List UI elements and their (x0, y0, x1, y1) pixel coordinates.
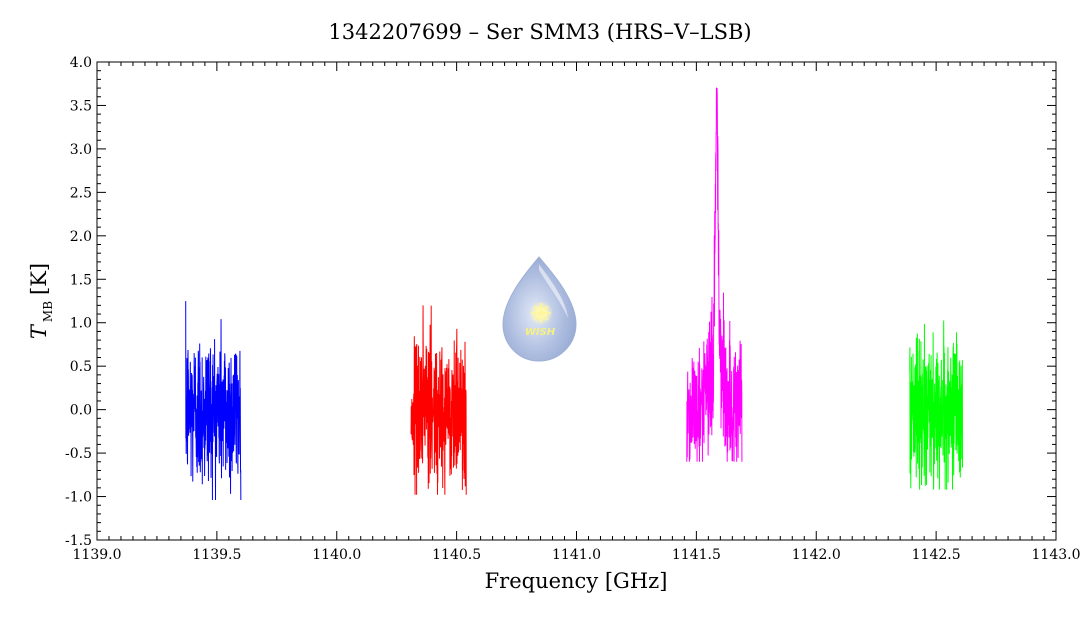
series-1-line (185, 301, 242, 501)
x-tick-label: 1139.5 (192, 547, 241, 563)
y-tick-label: 1.5 (70, 272, 92, 288)
y-tick-label: 4.0 (70, 55, 92, 71)
chart-title: 1342207699 – Ser SMM3 (HRS–V–LSB) (328, 20, 751, 44)
y-tick-label: 2.0 (70, 229, 92, 245)
y-tick-label: -1.5 (65, 533, 92, 549)
x-tick-label: 1140.0 (312, 547, 361, 563)
y-tick-label: -0.5 (65, 446, 92, 462)
x-axis-label: Frequency [GHz] (485, 569, 668, 593)
x-tick-label: 1140.5 (432, 547, 481, 563)
y-tick-label: 2.5 (70, 185, 92, 201)
logo-text: WISH (525, 327, 556, 338)
star-icon (531, 303, 551, 323)
y-tick-label: 3.0 (70, 142, 92, 158)
y-tick-label: 3.5 (70, 98, 92, 114)
y-tick-label: 0.5 (70, 359, 92, 375)
x-tick-label: 1143.0 (1032, 547, 1080, 563)
x-tick-label: 1139.0 (73, 547, 122, 563)
x-tick-label: 1142.5 (912, 547, 961, 563)
y-axis-label-sub: MB (41, 301, 55, 322)
series-3-line (686, 87, 743, 462)
y-tick-label: -1.0 (65, 490, 92, 506)
series-2-line (410, 305, 467, 495)
y-axis-label-main: T (27, 323, 51, 339)
series-4-line (909, 320, 963, 490)
wish-logo: WISH (502, 256, 577, 362)
y-tick-label: 1.0 (70, 316, 92, 332)
y-tick-label: 0.0 (70, 403, 92, 419)
x-tick-label: 1141.0 (552, 547, 601, 563)
y-axis-label-unit: [K] (27, 263, 51, 295)
x-tick-label: 1141.5 (672, 547, 721, 563)
series-layer (185, 87, 963, 501)
x-tick-label: 1142.0 (792, 547, 841, 563)
tick-layer: 1139.0 1139.5 1140.0 1140.5 1141.0 1141.5 1142… (65, 55, 1080, 563)
y-axis-label: TMB [K] (27, 263, 55, 339)
